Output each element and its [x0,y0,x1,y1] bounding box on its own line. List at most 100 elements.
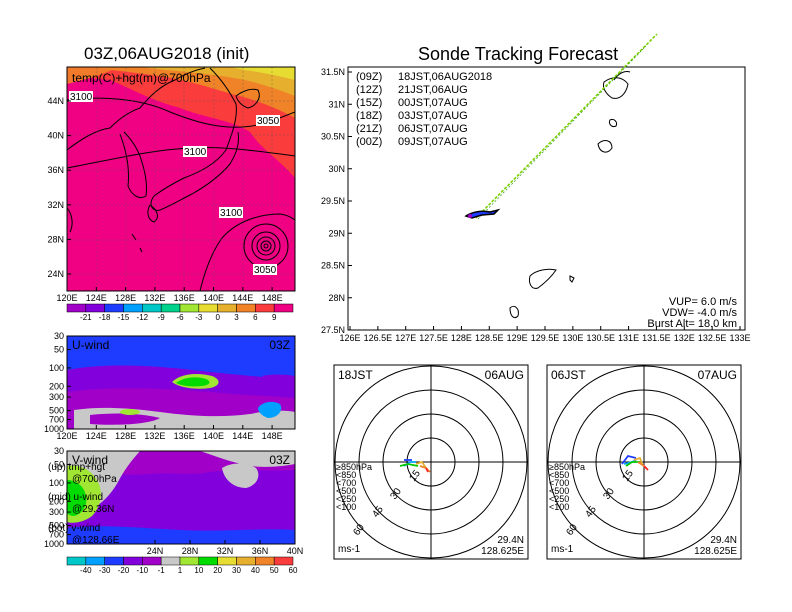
polar-lat: 29.4N [710,535,737,546]
lon-tick-label: 124E [86,293,107,303]
note-line: @29.36N [72,504,115,515]
colorbar-label: 9 [272,313,277,322]
colorbar-label: -3 [195,313,203,322]
colorbar-label: 0 [215,313,220,322]
lon-tick-label: 124E [86,431,107,441]
colorbar-swatch [273,556,294,566]
colorbar-swatch [142,556,162,566]
launch-parameters: VUP= 6.0 m/s VDW= -4.0 m/s Burst Alt= 18… [647,296,737,330]
lat-tick-label: 27.5N [321,325,345,335]
colorbar-swatch [142,303,162,313]
colorbar-swatch [217,303,237,313]
track-panel-title: Sonde Tracking Forecast [418,44,619,64]
lat-tick-label: 36N [252,546,269,556]
lon-tick-label: 132E [674,333,695,343]
lon-tick-label: 129.5E [531,333,560,343]
polar-lat: 29.4N [497,535,524,546]
lat-tick-label: 29.5N [321,196,345,206]
legend-code: (12Z) [356,84,382,96]
temp-colorbar: -21 -18 -15 -12 -9 -6 -3 0 3 6 9 [66,303,294,322]
polar-time: 06JST [551,368,586,382]
lat-tick-label: 36N [47,165,64,175]
pressure-tick-label: 500 [49,406,64,416]
lon-tick-label: 128E [451,333,472,343]
legend-text: 00JST,07AUG [398,97,468,109]
colorbar-swatch [123,556,143,566]
track-legend: (09Z) 18JST,06AUG2018 (12Z) 21JST,06AUG … [356,71,492,148]
colorbar-swatch [255,556,275,566]
lat-tick-label: 44N [47,96,64,106]
colorbar-swatch [236,556,256,566]
u-lon-ticks: 120E 124E 128E 132E 136E 140E 144E 148E [56,425,283,441]
track-lat-ticks: 31.5N 31N 30.5N 30N 29.5N 29N 28.5N 28N 27.5N [321,67,352,335]
lon-tick-label: 140E [203,431,224,441]
map-lon-ticks: 120E 124E 128E 132E 136E 140E 144E 148E [56,287,283,303]
note-line: @700hPa [72,474,117,485]
map-variable-label: temp(C)+hgt(m)@700hPa [72,71,211,85]
lon-tick-label: 136E [174,431,195,441]
pressure-legend-item: ≥850hPa [336,462,372,472]
pressure-tick-label: 200 [49,381,64,391]
pressure-tick-label: 700 [49,530,64,540]
lon-tick-label: 131E [618,333,639,343]
legend-code: (15Z) [356,97,382,109]
colorbar-label: -21 [80,313,92,322]
pressure-tick-label: 1000 [44,424,64,434]
legend-text: 06JST,07AUG [398,123,468,135]
lat-tick-label: 32N [217,546,234,556]
v-wind-section [67,451,295,544]
pressure-tick-label: 300 [49,392,64,402]
colorbar-label: -20 [118,566,130,575]
colorbar-label: -18 [99,313,111,322]
colorbar-swatch [104,556,124,566]
lat-tick-label: 32N [47,200,64,210]
lon-tick-label: 128E [115,431,136,441]
map-lat-ticks: 44N 40N 36N 32N 28N 24N [47,96,71,279]
legend-text: 18JST,06AUG2018 [398,71,492,83]
lon-tick-label: 126E [339,333,360,343]
lon-tick-label: 128E [115,293,136,303]
colorbar-swatch [66,556,87,566]
lon-tick-label: 127.5E [419,333,448,343]
colorbar-label: 20 [213,566,222,575]
pressure-legend-item: <500 [549,486,569,496]
contour-label: 3050 [254,265,277,276]
colorbar-swatch [179,303,200,313]
colorbar-label: -30 [99,566,111,575]
note-mid: (mid) u-wind @29.36N [48,492,114,516]
lat-tick-label: 28.5N [321,261,345,271]
pressure-tick-label: 100 [49,363,64,373]
legend-text: 09JST,07AUG [398,136,468,148]
note-line: @128.66E [72,535,120,546]
legend-code: (00Z) [356,136,382,148]
colorbar-swatch [198,556,218,566]
colorbar-label: 3 [234,313,239,322]
lon-tick-label: 130E [562,333,583,343]
legend-text: 03JST,07AUG [398,110,468,122]
param-burst: Burst Alt= 18.0 km [647,318,737,330]
lon-tick-label: 148E [262,293,283,303]
colorbar-label: 30 [232,566,241,575]
colorbar-swatch [273,303,294,313]
contour-label: 3100 [220,208,243,219]
lon-tick-label: 131.5E [642,333,671,343]
polar-panel-1: 15 30 45 60 18JST 06AUG 29.4N 128.625E m… [333,364,529,560]
lat-tick-label: 30N [328,164,345,174]
colorbar-label: 50 [270,566,279,575]
pressure-legend-item: <700 [549,478,569,488]
colorbar-label: -12 [137,313,149,322]
lon-tick-label: 129E [507,333,528,343]
colorbar-swatch [85,303,105,313]
colorbar-label: 40 [251,566,260,575]
polar-time: 18JST [338,368,373,382]
polar-date: 07AUG [698,368,737,382]
u-wind-time: 03Z [269,338,290,352]
contour-label: 3100 [70,92,93,103]
polar-lon: 128.625E [481,546,524,557]
colorbar-swatch [85,556,105,566]
hodograph-trace [621,454,649,471]
lon-tick-label: 130.5E [586,333,615,343]
colorbar-label: 6 [253,313,258,322]
colorbar-label: -40 [80,566,92,575]
